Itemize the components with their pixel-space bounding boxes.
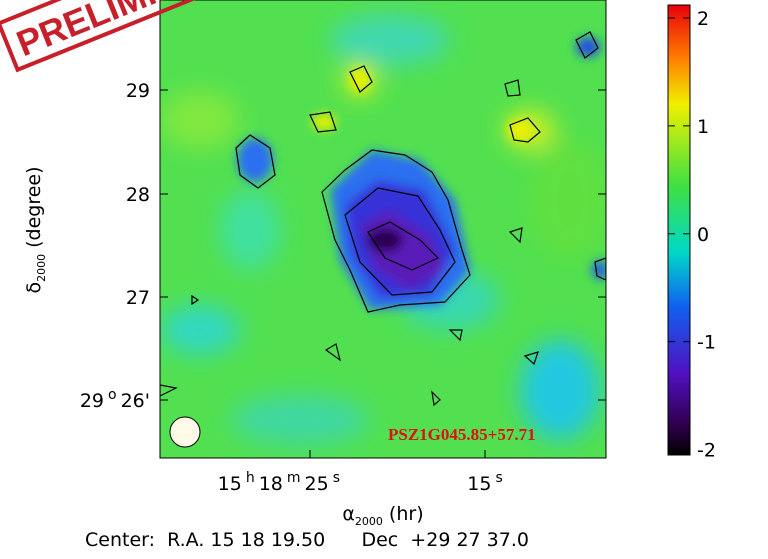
x-text: (hr) bbox=[389, 503, 424, 525]
center-coords: Center: R.A. 15 18 19.50 Dec +29 27 37.0 bbox=[85, 529, 529, 551]
tick-part: 18 bbox=[259, 473, 283, 495]
tick-sup: s bbox=[495, 470, 502, 486]
colorbar-tick-label: 0 bbox=[697, 224, 709, 246]
x-axis-label: α2000 (hr) bbox=[342, 503, 423, 528]
y-sub: 2000 bbox=[35, 254, 48, 282]
tick-label: 15 h 18 m 25 s bbox=[218, 470, 340, 495]
tick-sup: s bbox=[333, 470, 340, 486]
source-name: PSZ1G045.85+57.71 bbox=[388, 425, 536, 444]
sky-map bbox=[160, 0, 606, 458]
tick-label: 15 s bbox=[467, 470, 502, 495]
colorbar bbox=[667, 4, 691, 456]
x-sub: 2000 bbox=[355, 515, 383, 528]
tick-label: 29 bbox=[126, 80, 150, 102]
tick-sup: o bbox=[108, 387, 117, 403]
colorbar-tick-label: 2 bbox=[697, 8, 709, 30]
colorbar-tick-label: -2 bbox=[697, 440, 716, 462]
tick-part: 29 bbox=[80, 390, 104, 412]
tick-label: 27 bbox=[126, 287, 150, 309]
tick-sup: h bbox=[246, 470, 255, 486]
tick-part: 25 bbox=[305, 473, 329, 495]
tick-part: 15 bbox=[467, 473, 491, 495]
tick-sup: m bbox=[287, 470, 301, 486]
tick-part: 26' bbox=[121, 390, 150, 412]
colorbar-tick-label: 1 bbox=[697, 116, 709, 138]
tick-part: 15 bbox=[218, 473, 242, 495]
y-text: (degree) bbox=[23, 166, 45, 247]
tick-label: 28 bbox=[126, 184, 150, 206]
tick-part: 27 bbox=[126, 287, 150, 309]
tick-part: 29 bbox=[126, 80, 150, 102]
colorbar-tick-label: -1 bbox=[697, 332, 716, 354]
y-symbol: δ bbox=[23, 282, 45, 294]
x-symbol: α bbox=[342, 503, 355, 525]
tick-label: 29 o 26' bbox=[80, 387, 150, 412]
y-axis-label: δ2000 (degree) bbox=[23, 166, 48, 293]
tick-part: 28 bbox=[126, 184, 150, 206]
